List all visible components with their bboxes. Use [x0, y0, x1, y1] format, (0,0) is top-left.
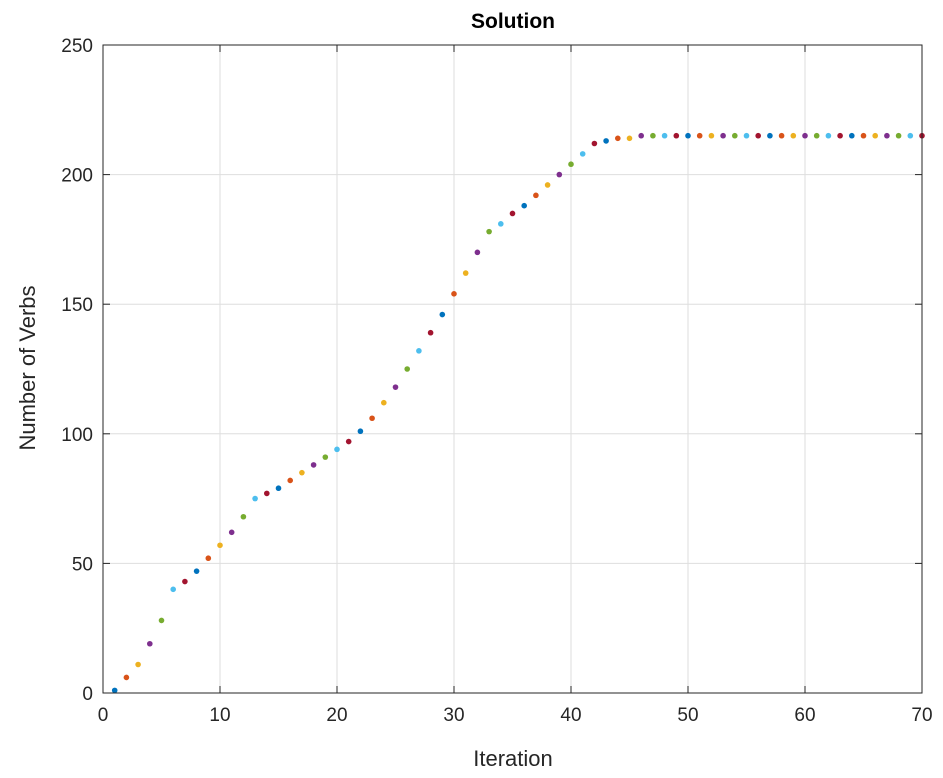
x-tick-label: 70 — [911, 705, 932, 726]
data-point — [322, 454, 329, 460]
data-point — [872, 132, 878, 139]
data-point — [626, 135, 633, 142]
data-point — [720, 132, 726, 139]
axis-ticks: 0 10 20 30 40 50 60 70 0 50 100 150 200 250 — [61, 36, 932, 726]
data-point — [357, 428, 364, 435]
x-tick-label: 20 — [326, 705, 347, 726]
data-points — [111, 132, 925, 694]
data-point — [474, 249, 481, 256]
data-point — [802, 132, 808, 139]
x-axis-label: Iteration — [473, 746, 553, 771]
data-point — [556, 171, 563, 178]
data-point — [837, 132, 843, 139]
data-point — [310, 462, 317, 468]
data-point — [813, 132, 820, 139]
data-point — [135, 661, 141, 668]
data-point — [287, 477, 294, 484]
data-point — [123, 674, 130, 681]
data-point — [685, 132, 691, 139]
data-point — [579, 151, 586, 157]
data-point — [568, 161, 574, 168]
data-point — [228, 529, 235, 536]
data-point — [240, 513, 247, 520]
data-point — [673, 132, 680, 139]
x-tick-label: 10 — [209, 705, 230, 726]
data-point — [345, 438, 352, 445]
x-tick-label: 50 — [677, 705, 698, 726]
data-point — [416, 348, 422, 354]
data-point — [509, 210, 516, 217]
data-point — [147, 640, 153, 647]
data-point — [544, 182, 551, 188]
data-point — [427, 329, 434, 336]
data-point — [252, 495, 258, 502]
data-point — [381, 399, 387, 406]
data-point — [778, 132, 785, 139]
y-tick-label: 0 — [82, 684, 93, 705]
data-point — [884, 132, 890, 139]
chart-title: Solution — [471, 10, 555, 33]
data-point — [205, 555, 212, 562]
y-tick-label: 150 — [61, 295, 93, 316]
data-point — [650, 132, 656, 139]
plot-frame — [102, 44, 923, 694]
data-point — [533, 192, 539, 199]
data-point — [334, 446, 340, 453]
data-point — [755, 132, 761, 139]
data-point — [217, 542, 223, 549]
data-point — [369, 415, 375, 422]
data-point — [275, 485, 282, 492]
data-point — [825, 132, 832, 139]
x-tick-label: 0 — [98, 705, 109, 726]
data-point — [182, 578, 188, 585]
grid-lines — [103, 45, 922, 693]
data-point — [193, 568, 200, 574]
data-point — [907, 132, 914, 139]
data-point — [111, 687, 118, 694]
data-point — [299, 469, 305, 476]
data-point — [860, 132, 867, 139]
data-point — [439, 311, 446, 318]
y-tick-label: 200 — [61, 166, 93, 187]
x-tick-label: 40 — [560, 705, 581, 726]
data-point — [451, 291, 457, 297]
x-tick-label: 30 — [443, 705, 464, 726]
y-tick-label: 50 — [72, 554, 93, 575]
data-point — [615, 135, 621, 142]
data-point — [404, 366, 411, 372]
data-point — [170, 586, 176, 593]
data-point — [158, 617, 165, 624]
data-point — [767, 132, 773, 139]
data-point — [895, 132, 902, 139]
y-axis-label: Number of Verbs — [15, 285, 40, 450]
data-point — [392, 384, 399, 390]
data-point — [462, 270, 469, 276]
data-point — [732, 132, 738, 139]
data-point — [486, 228, 492, 235]
data-point — [521, 202, 527, 209]
data-point — [743, 132, 750, 139]
data-point — [696, 132, 703, 139]
x-tick-label: 60 — [794, 705, 815, 726]
data-point — [849, 132, 855, 139]
data-point — [603, 138, 609, 144]
data-point — [638, 132, 644, 139]
y-tick-label: 250 — [61, 36, 93, 57]
data-point — [498, 221, 504, 227]
data-point — [790, 132, 797, 139]
data-point — [708, 132, 715, 139]
data-point — [264, 490, 270, 497]
data-point — [661, 132, 668, 139]
y-tick-label: 100 — [61, 425, 93, 446]
data-point — [591, 140, 598, 147]
